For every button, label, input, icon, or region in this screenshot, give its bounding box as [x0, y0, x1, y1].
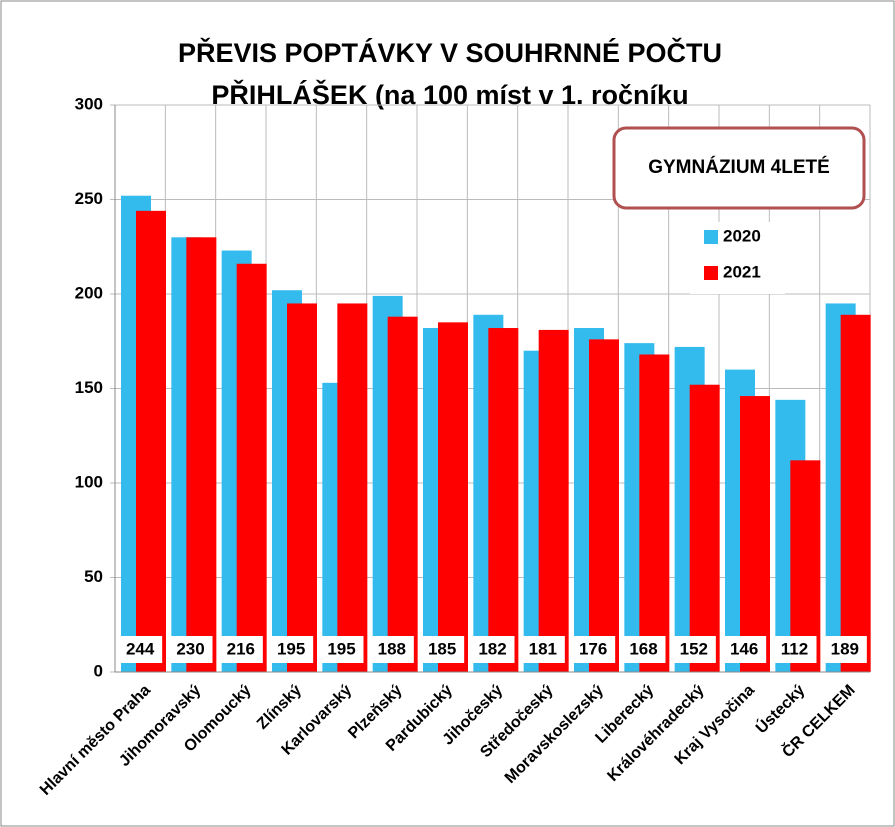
data-label: 112: [781, 639, 808, 658]
data-label-box: [369, 636, 414, 663]
data-label: 182: [478, 639, 506, 658]
data-label-box: [269, 636, 314, 663]
annotation: GYMNÁZIUM 4LETÉ: [648, 156, 830, 178]
y-tick-label: 300: [75, 94, 103, 113]
bar: [589, 339, 619, 672]
data-label: 244: [126, 639, 155, 658]
data-label-box: [722, 636, 767, 663]
bar: [186, 237, 217, 673]
data-label-box: [470, 636, 515, 663]
y-tick-label: 200: [75, 283, 103, 302]
data-label-box: [772, 636, 817, 663]
legend-label: 2021: [723, 262, 761, 281]
y-tick-label: 100: [75, 472, 103, 491]
data-label: 181: [529, 639, 557, 658]
data-label-box: [671, 636, 716, 663]
bar: [538, 329, 569, 672]
data-label: 188: [378, 639, 406, 658]
data-label: 216: [227, 639, 255, 658]
data-label: 152: [680, 639, 708, 658]
bar: [287, 303, 317, 672]
y-tick-label: 250: [75, 189, 103, 208]
legend-swatch: [704, 230, 718, 244]
bar: [840, 314, 871, 672]
data-label-box: [168, 636, 213, 663]
data-label: 168: [629, 639, 657, 658]
bar: [337, 303, 368, 672]
y-tick-label: 50: [84, 567, 103, 586]
legend-label: 2020: [723, 226, 761, 245]
bar: [689, 384, 720, 672]
data-label-box: [218, 636, 263, 663]
bar: [236, 263, 267, 672]
data-label-box: [822, 636, 867, 663]
data-label-box: [118, 636, 163, 663]
bar: [740, 396, 770, 672]
bar: [438, 322, 468, 672]
data-label-box: [520, 636, 565, 663]
data-label-box: [571, 636, 616, 663]
data-label: 189: [831, 639, 859, 658]
data-label: 146: [730, 639, 758, 658]
data-label: 195: [327, 639, 355, 658]
legend-swatch: [704, 266, 718, 280]
data-label: 185: [428, 639, 456, 658]
data-label-box: [420, 636, 465, 663]
bar: [387, 316, 418, 672]
data-label-box: [319, 636, 364, 663]
bar: [136, 210, 166, 672]
chart-title: PŘEVIS POPTÁVKY V SOUHRNNÉ POČTU: [178, 37, 722, 68]
y-tick-label: 0: [94, 661, 103, 680]
data-label: 230: [176, 639, 204, 658]
bar: [488, 328, 519, 672]
y-tick-label: 150: [75, 378, 103, 397]
data-label-box: [621, 636, 666, 663]
data-label: 176: [579, 639, 607, 658]
bar: [639, 354, 670, 672]
data-label: 195: [277, 639, 305, 658]
annotation-box: [612, 126, 866, 210]
